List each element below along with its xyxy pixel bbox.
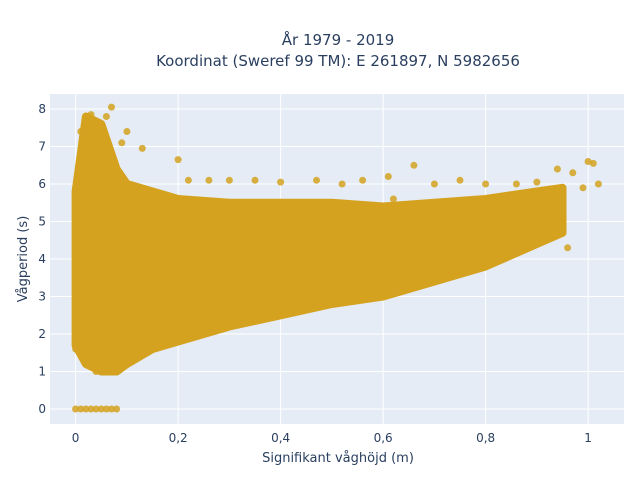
y-tick-label: 4 bbox=[38, 252, 46, 266]
data-point bbox=[589, 159, 597, 167]
x-tick-label: 0,6 bbox=[374, 431, 393, 445]
data-point bbox=[533, 178, 541, 186]
data-point bbox=[82, 135, 90, 143]
data-point bbox=[456, 176, 464, 184]
data-point bbox=[569, 169, 577, 177]
data-point bbox=[118, 139, 126, 147]
data-point bbox=[184, 176, 192, 184]
data-point bbox=[594, 180, 602, 188]
data-point bbox=[379, 285, 387, 293]
data-point bbox=[512, 180, 520, 188]
data-point bbox=[354, 291, 361, 299]
data-point bbox=[205, 176, 213, 184]
data-point bbox=[87, 405, 95, 413]
y-tick-label: 0 bbox=[38, 402, 46, 416]
data-point bbox=[149, 341, 156, 349]
data-point bbox=[138, 144, 146, 152]
y-axis-title: Vågperiod (s) bbox=[16, 216, 31, 303]
data-point bbox=[441, 248, 449, 255]
data-point bbox=[313, 176, 320, 184]
data-point bbox=[123, 128, 131, 135]
data-point bbox=[302, 304, 310, 312]
data-point bbox=[420, 259, 428, 267]
y-tick-label: 7 bbox=[38, 140, 46, 154]
data-point bbox=[400, 210, 408, 218]
data-point bbox=[251, 176, 259, 184]
chart-title-line-1: År 1979 - 2019 bbox=[282, 30, 395, 49]
data-point bbox=[108, 405, 115, 413]
tick-labels: 0 0,2 0,4 0,6 0,8 1 0 1 2 3 4 5 6 7 8 bbox=[38, 102, 592, 445]
dense-point-cloud bbox=[71, 112, 567, 376]
data-point bbox=[553, 165, 561, 173]
data-point bbox=[72, 184, 80, 192]
chart-title-line-2: Koordinat (Sweref 99 TM): E 261897, N 59… bbox=[156, 52, 520, 70]
data-point bbox=[97, 405, 105, 413]
data-point bbox=[82, 405, 90, 413]
data-point bbox=[338, 180, 346, 188]
x-tick-label: 1 bbox=[584, 431, 592, 445]
data-point bbox=[184, 330, 192, 338]
data-point bbox=[113, 366, 121, 374]
data-point bbox=[82, 356, 90, 364]
y-tick-label: 6 bbox=[38, 177, 46, 191]
data-point bbox=[225, 176, 233, 184]
data-point bbox=[77, 128, 85, 135]
data-point bbox=[461, 233, 469, 240]
data-point bbox=[72, 345, 80, 353]
data-point bbox=[564, 244, 572, 252]
data-point bbox=[87, 111, 95, 119]
data-point bbox=[359, 176, 367, 184]
data-point bbox=[328, 298, 336, 306]
data-point bbox=[77, 405, 85, 413]
data-point bbox=[225, 319, 233, 327]
data-point bbox=[72, 334, 80, 342]
data-point bbox=[266, 309, 274, 317]
y-tick-label: 1 bbox=[38, 365, 46, 379]
data-point bbox=[410, 161, 418, 169]
x-tick-label: 0,2 bbox=[169, 431, 188, 445]
data-point bbox=[92, 405, 100, 413]
data-point bbox=[72, 405, 80, 413]
y-tick-label: 8 bbox=[38, 102, 46, 116]
data-point bbox=[174, 156, 182, 164]
y-tick-label: 5 bbox=[38, 215, 46, 229]
data-point bbox=[108, 103, 115, 111]
x-tick-label: 0,4 bbox=[271, 431, 290, 445]
data-point bbox=[482, 263, 490, 270]
data-point bbox=[113, 405, 121, 413]
y-tick-label: 2 bbox=[38, 327, 46, 341]
data-point bbox=[277, 178, 285, 186]
x-tick-label: 0,8 bbox=[476, 431, 495, 445]
y-tick-label: 3 bbox=[38, 290, 46, 304]
data-point bbox=[102, 113, 110, 120]
data-point bbox=[389, 195, 397, 203]
data-point bbox=[384, 173, 392, 180]
x-tick-label: 0 bbox=[72, 431, 80, 445]
data-point bbox=[497, 206, 505, 214]
data-point bbox=[487, 259, 495, 267]
data-point bbox=[133, 354, 141, 362]
data-point bbox=[533, 233, 541, 240]
data-point bbox=[405, 274, 413, 282]
data-point bbox=[92, 368, 100, 375]
data-point bbox=[482, 180, 490, 188]
data-point bbox=[430, 180, 438, 188]
data-point bbox=[548, 199, 556, 207]
data-point bbox=[507, 195, 515, 203]
data-point bbox=[72, 210, 80, 218]
data-point bbox=[102, 405, 110, 413]
data-point bbox=[579, 184, 587, 192]
x-axis-title: Signifikant våghöjd (m) bbox=[262, 451, 414, 466]
data-points bbox=[71, 103, 602, 413]
data-point bbox=[523, 191, 531, 199]
